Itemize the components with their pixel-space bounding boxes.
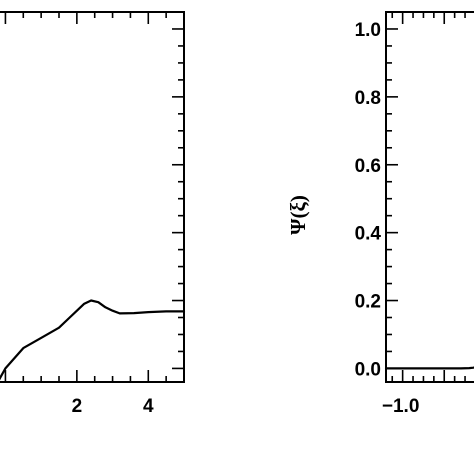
right-panel: 0.0 0.2 0.4 0.6 0.8 1.0 −1.0 Ψ(ξ)	[286, 11, 474, 417]
y-tick-label: 0.6	[355, 156, 381, 177]
y-tick-label: 0.4	[355, 224, 382, 245]
left-series-line	[0, 299, 186, 381]
left-plot-frame	[0, 11, 185, 383]
x-tick-label: −1.0	[382, 396, 420, 417]
y-tick-label: 1.0	[355, 20, 381, 41]
right-series-line	[384, 366, 474, 370]
x-tick-label: 2	[72, 396, 83, 417]
left-panel: 2 4	[0, 11, 186, 417]
right-x-tick-labels: −1.0	[382, 396, 420, 417]
x-tick-label: 4	[143, 396, 154, 417]
y-tick-label: 0.8	[355, 88, 381, 109]
right-plot-frame	[385, 11, 474, 383]
left-panel-ticks	[4, 11, 185, 382]
y-axis-title: Ψ(ξ)	[286, 195, 310, 235]
right-y-tick-labels: 0.0 0.2 0.4 0.6 0.8 1.0	[355, 20, 382, 380]
right-panel-ticks	[386, 11, 466, 382]
left-x-tick-labels: 2 4	[72, 396, 154, 417]
y-tick-label: 0.0	[355, 359, 381, 380]
y-tick-label: 0.2	[355, 292, 381, 313]
